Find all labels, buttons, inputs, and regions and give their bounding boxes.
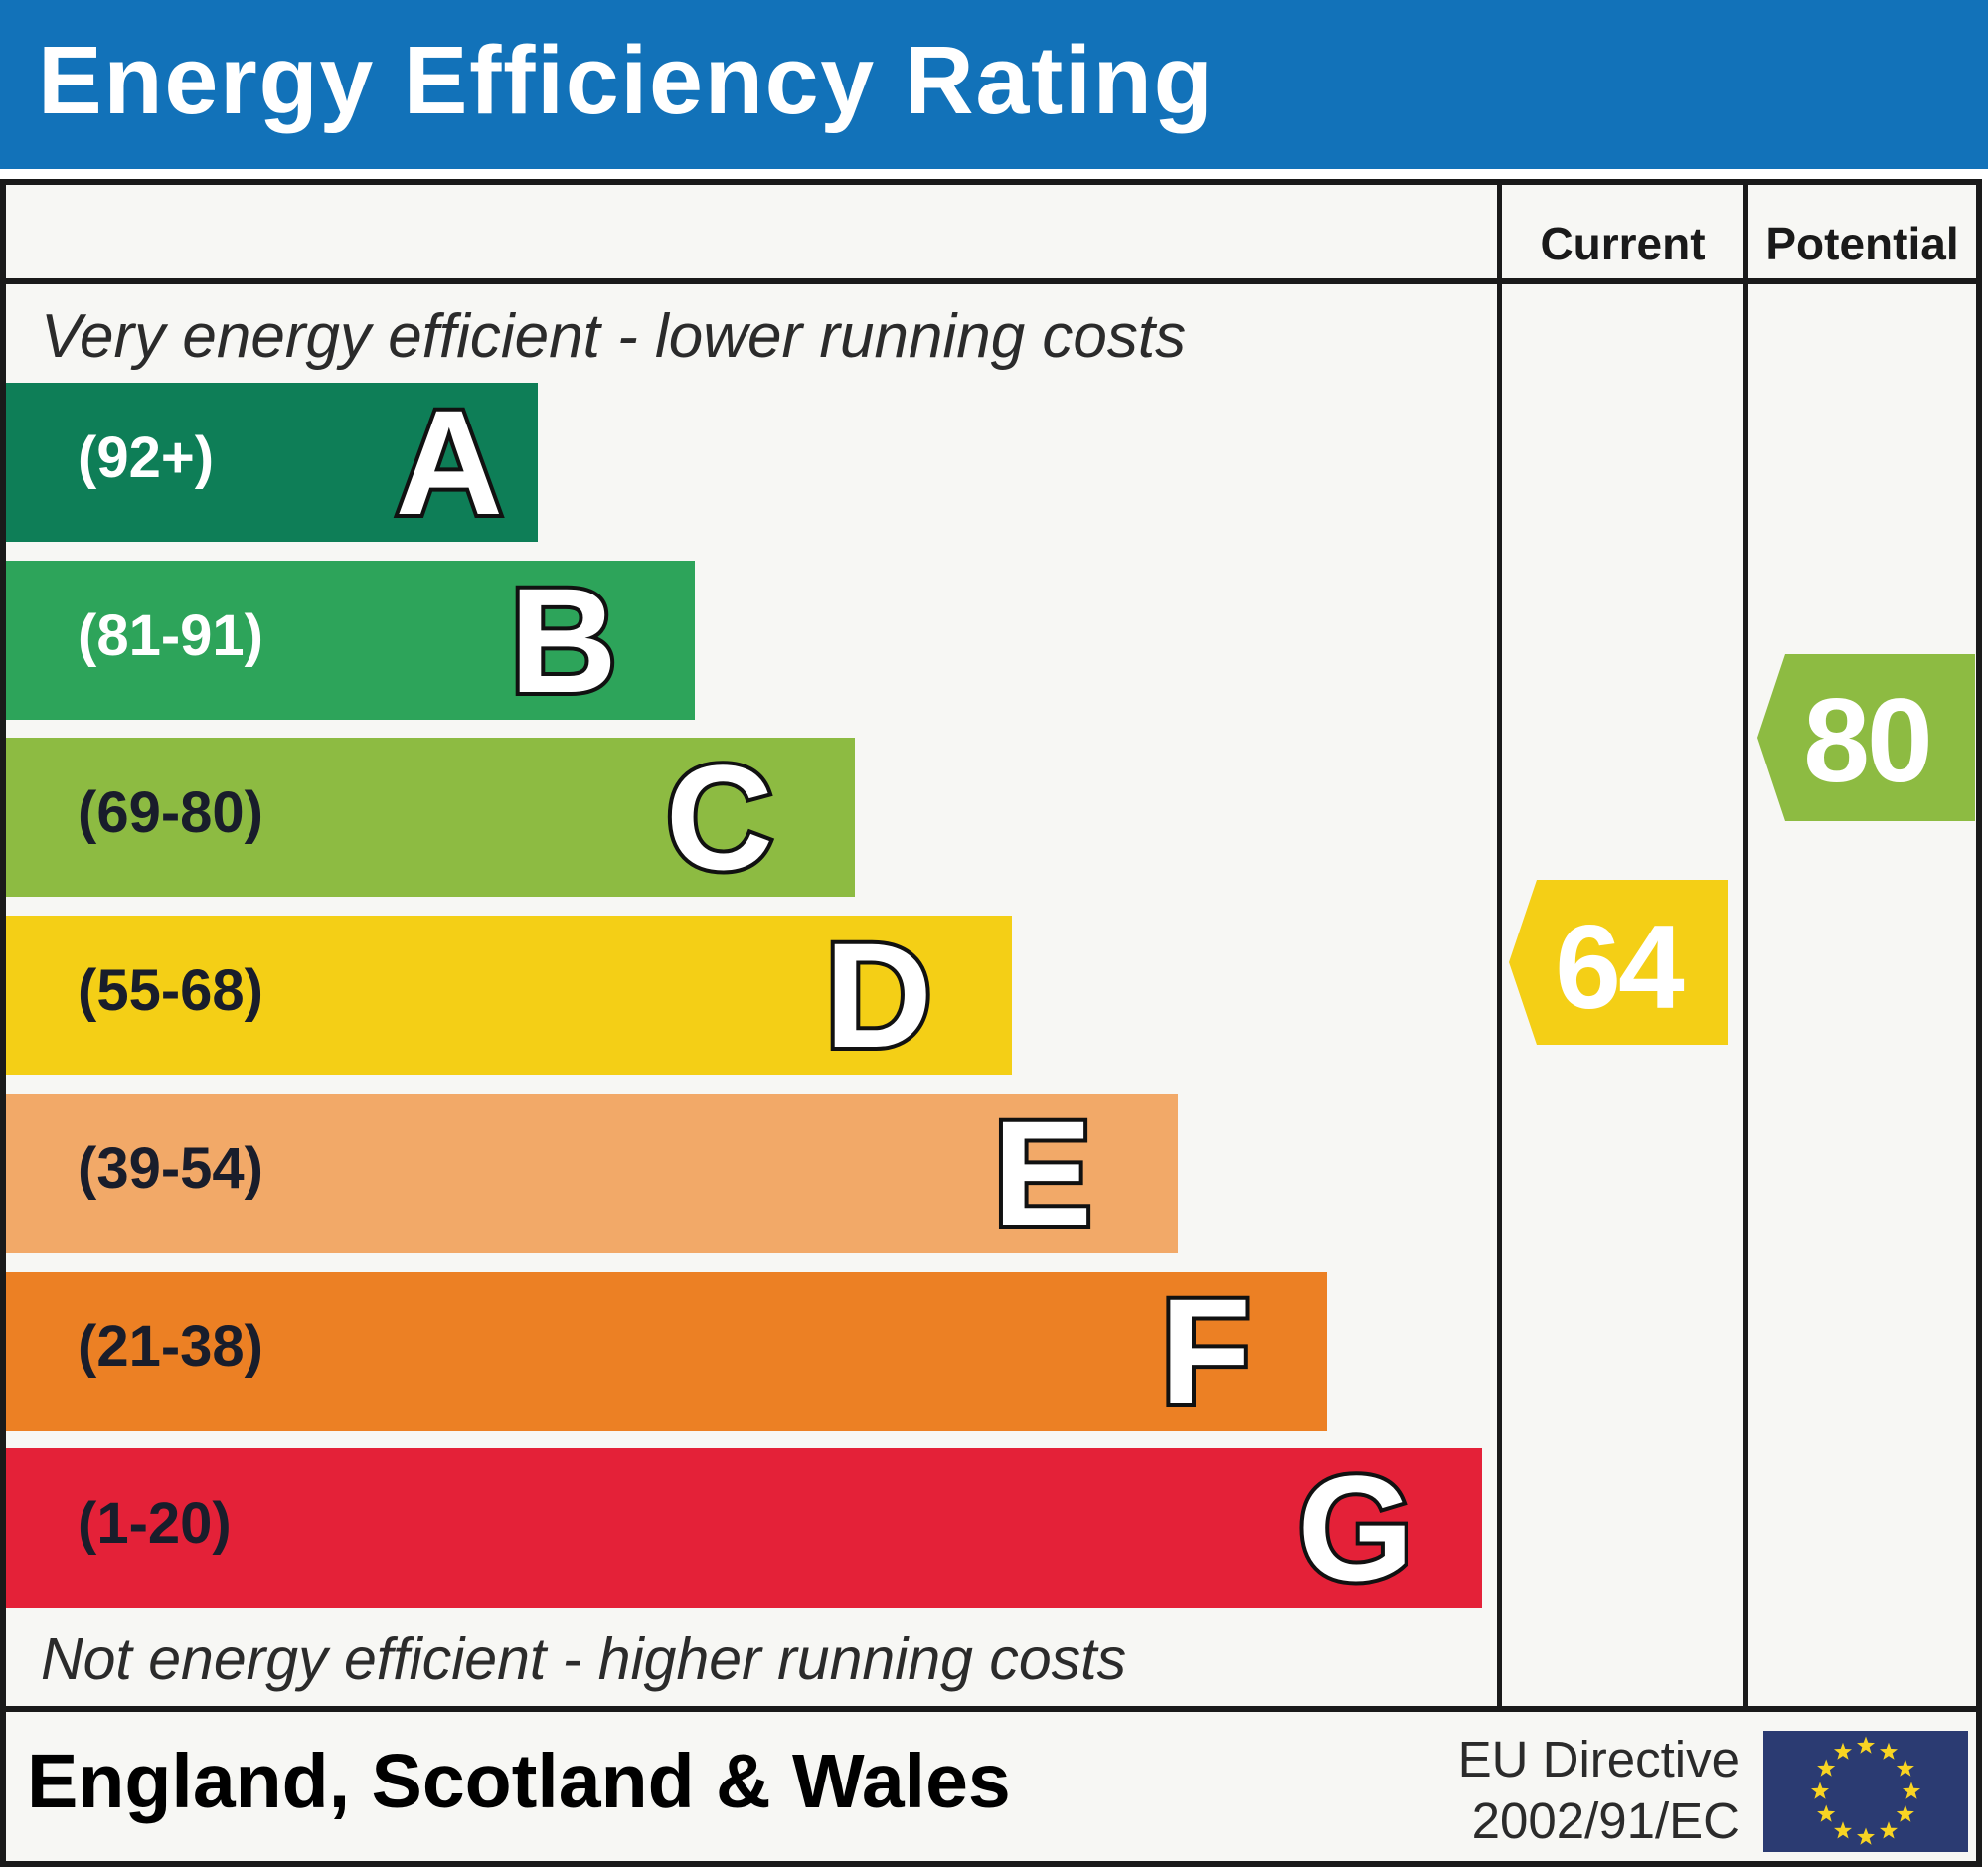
svg-text:80: 80	[1803, 674, 1929, 807]
svg-text:64: 64	[1555, 901, 1685, 1034]
